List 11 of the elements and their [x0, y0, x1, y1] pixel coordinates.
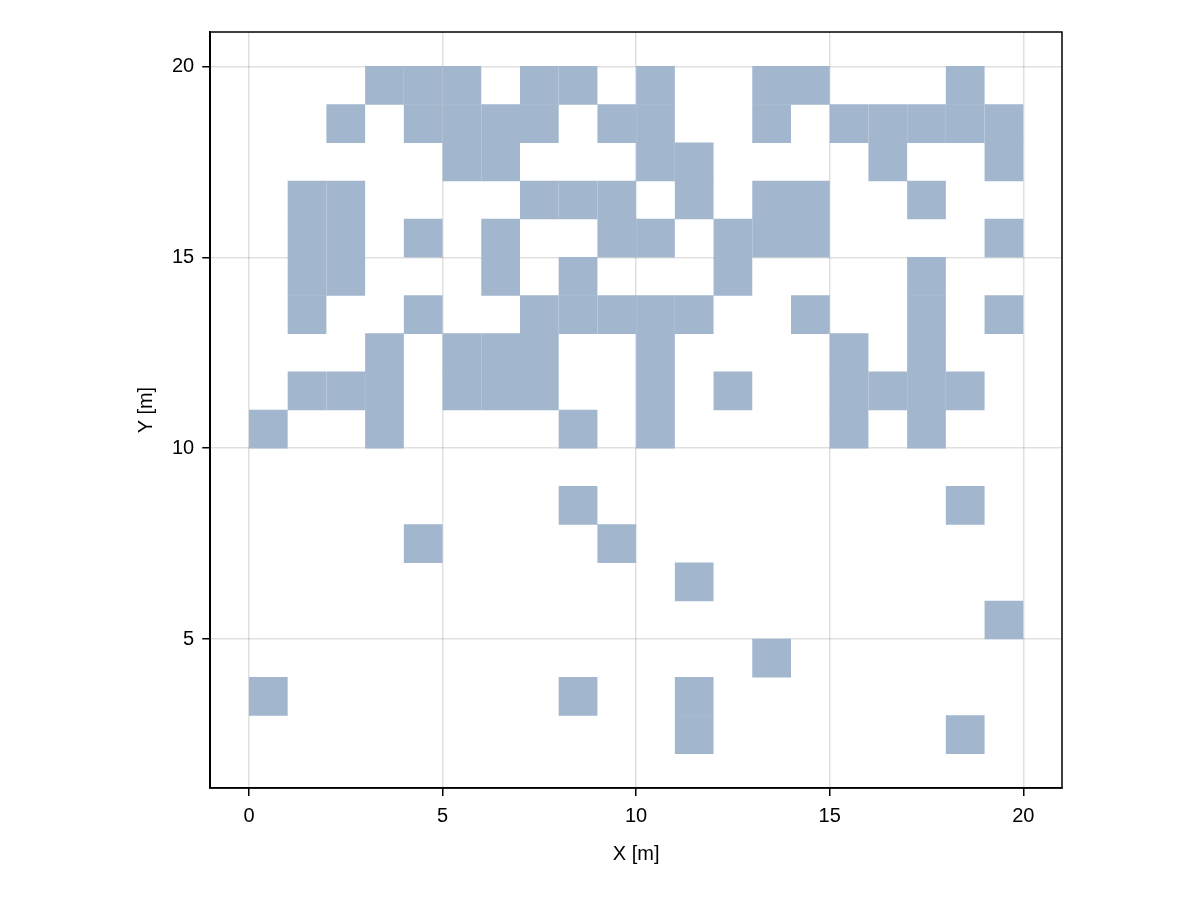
- x-tick-label: 0: [243, 803, 255, 826]
- y-tick-label: 20: [172, 53, 195, 76]
- y-tick-label: 10: [172, 435, 195, 458]
- x-tick-label: 20: [1012, 803, 1035, 826]
- x-tick-label: 15: [818, 803, 841, 826]
- y-axis-title: Y [m]: [133, 386, 156, 434]
- y-tick-label: 5: [183, 626, 195, 649]
- x-tick-label: 5: [436, 803, 449, 826]
- x-axis-title: X [m]: [612, 841, 660, 864]
- y-tick-label: 15: [172, 244, 195, 267]
- x-tick-label: 10: [625, 803, 648, 826]
